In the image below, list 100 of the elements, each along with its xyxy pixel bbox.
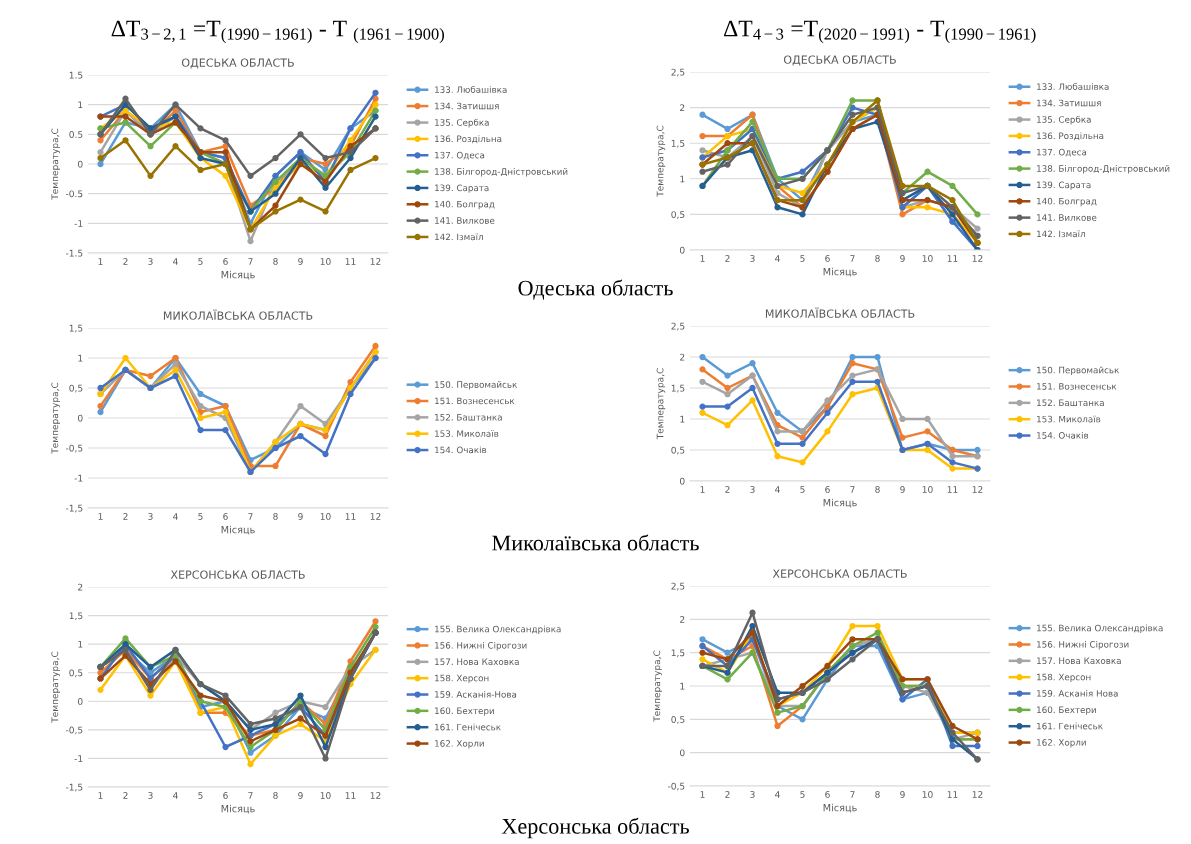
y-tick-label: 0 xyxy=(77,698,83,705)
point xyxy=(297,715,304,722)
point xyxy=(247,172,254,179)
point xyxy=(699,168,706,175)
point xyxy=(97,137,104,144)
legend-label: 158. Херсон xyxy=(1037,673,1091,683)
point xyxy=(372,618,379,625)
x-tick-label: 12 xyxy=(972,486,983,493)
point xyxy=(97,408,104,416)
point xyxy=(97,160,104,168)
y-tick-label: -0,5 xyxy=(65,444,83,453)
point xyxy=(247,761,254,768)
x-axis-title: Місяць xyxy=(221,804,255,814)
legend-label: 138. Білгород-Дністровський xyxy=(1037,165,1170,174)
point xyxy=(222,426,229,434)
legend-label: 160. Бехтери xyxy=(1037,706,1096,715)
y-tick-label: 0 xyxy=(77,160,83,168)
point xyxy=(122,95,129,102)
legend-label: 141. Вилкове xyxy=(435,217,495,224)
point xyxy=(699,656,706,663)
legend-label: 150. Первомайськ xyxy=(435,381,518,390)
x-tick-label: 4 xyxy=(173,792,178,799)
point xyxy=(724,422,731,429)
x-tick-label: 3 xyxy=(148,792,153,799)
y-tick-label: -1.5 xyxy=(65,249,83,257)
x-axis-title: Місяць xyxy=(221,270,255,280)
x-axis-title: Місяць xyxy=(823,498,857,508)
point xyxy=(699,366,706,373)
legend-label: 135. Сербка xyxy=(435,118,489,128)
legend-label: 155. Велика Олександрівка xyxy=(435,625,561,635)
point xyxy=(849,636,856,643)
x-tick-label: 2 xyxy=(725,791,730,798)
x-axis-title: Місяць xyxy=(823,803,857,813)
legend-label: 154. Очаків xyxy=(1037,431,1089,439)
legend-label: 157. Нова Каховка xyxy=(1037,657,1121,665)
x-tick-label: 8 xyxy=(273,792,278,799)
point xyxy=(949,742,956,750)
point xyxy=(799,168,806,175)
x-tick-label: 12 xyxy=(370,792,381,799)
point xyxy=(774,204,781,211)
point xyxy=(774,440,781,447)
y-tick-label: -1 xyxy=(74,755,83,762)
x-tick-label: 1 xyxy=(98,792,103,799)
y-tick-label: -1 xyxy=(74,220,83,227)
x-tick-label: 9 xyxy=(900,255,905,262)
legend-label: 158. Херсон xyxy=(435,674,489,684)
legend-label: 152. Баштанка xyxy=(435,413,502,421)
point xyxy=(724,161,731,168)
y-tick-label: 1,5 xyxy=(671,649,685,658)
x-tick-label: 11 xyxy=(947,255,958,262)
point xyxy=(874,622,881,630)
point xyxy=(172,107,179,114)
x-tick-label: 12 xyxy=(972,791,983,798)
y-tick-label: 1 xyxy=(680,682,685,690)
y-tick-label: 1.5 xyxy=(69,71,83,79)
legend-label: 150. Первомайськ xyxy=(1037,366,1120,376)
point xyxy=(272,190,279,197)
legend-label: 151. Вознесенськ xyxy=(1037,383,1117,390)
point xyxy=(749,384,756,392)
point xyxy=(322,154,329,162)
point xyxy=(197,414,204,422)
point xyxy=(272,154,279,162)
point xyxy=(849,353,856,361)
point xyxy=(899,415,906,423)
x-tick-label: 12 xyxy=(370,258,381,265)
legend-label: 141. Вилкове xyxy=(1037,214,1097,221)
x-tick-label: 3 xyxy=(148,258,153,265)
point xyxy=(699,353,706,361)
point xyxy=(849,97,856,104)
y-tick-label: -0,5 xyxy=(65,726,83,735)
point xyxy=(699,111,706,118)
legend-label: 152. Баштанка xyxy=(1037,399,1104,407)
point xyxy=(122,635,129,642)
point xyxy=(899,211,906,218)
point xyxy=(147,372,154,380)
point xyxy=(799,434,806,441)
legend-label: 162. Хорли xyxy=(1037,739,1086,748)
x-axis-title: Місяць xyxy=(823,267,857,277)
x-tick-label: 9 xyxy=(298,513,303,520)
x-tick-label: 5 xyxy=(198,792,203,799)
legend-label: 137. Одеса xyxy=(1037,148,1087,157)
point xyxy=(297,131,304,138)
legend-label: 139. Сарата xyxy=(1037,181,1091,190)
y-tick-label: -0.5 xyxy=(65,190,83,198)
y-tick-label: 0,5 xyxy=(69,384,83,393)
point xyxy=(874,378,881,385)
y-axis-title: Температура,С xyxy=(653,650,662,722)
point xyxy=(347,390,354,398)
point xyxy=(97,686,104,693)
point xyxy=(97,384,104,392)
y-tick-label: 0,5 xyxy=(671,211,685,219)
x-tick-label: 6 xyxy=(825,791,830,798)
legend-label: 133. Любашівка xyxy=(1037,83,1109,90)
x-tick-label: 5 xyxy=(800,791,805,798)
point xyxy=(724,140,731,147)
point xyxy=(247,238,254,245)
legend-label: 156. Нижні Сірогози xyxy=(1037,640,1129,650)
x-tick-label: 3 xyxy=(750,486,755,493)
x-tick-label: 1 xyxy=(98,258,103,265)
point xyxy=(97,149,104,156)
